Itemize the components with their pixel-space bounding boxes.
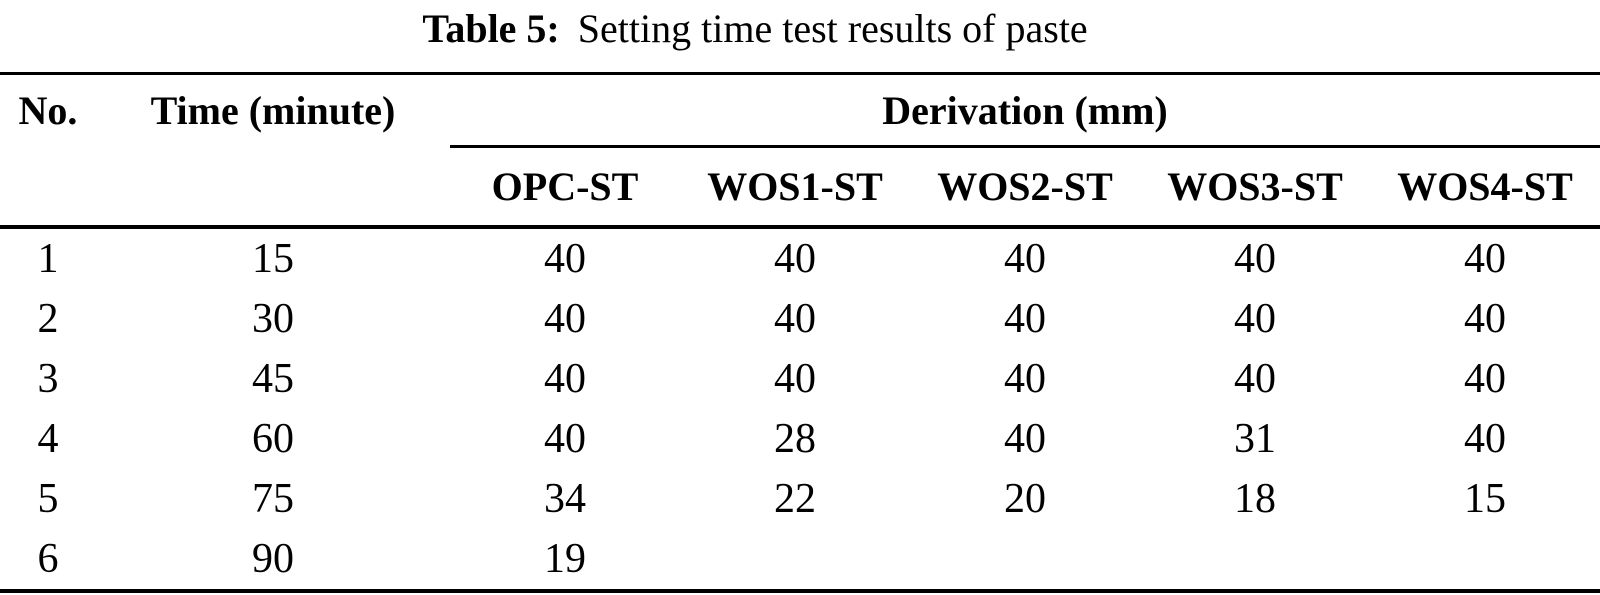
cell-value: 40: [1464, 236, 1506, 282]
header-row-group: No. Time (minute) Derivation (mm): [0, 73, 1600, 148]
cell-value: [910, 529, 1140, 593]
table-caption: Table 5: Setting time test results of pa…: [0, 0, 1600, 72]
table-row: 1 15 40 40 40 40 40: [0, 227, 1600, 289]
cell-value: 40: [774, 296, 816, 342]
cell-value: 40: [1234, 236, 1276, 282]
cell-value: 40: [1004, 416, 1046, 462]
cell-value: 40: [1234, 296, 1276, 342]
cell-time: 30: [252, 296, 294, 342]
subheader-wos1-st: WOS1-ST: [680, 146, 910, 229]
subheader-opc-st: OPC-ST: [450, 146, 680, 229]
cell-value: 34: [544, 476, 586, 522]
cell-value: 40: [1234, 356, 1276, 402]
cell-value: 40: [774, 236, 816, 282]
spacer-cell: [0, 146, 96, 229]
cell-value: 40: [1464, 416, 1506, 462]
cell-no: 6: [0, 529, 96, 593]
cell-no: 2: [37, 296, 59, 342]
cell-value: 20: [1004, 476, 1046, 522]
cell-value: 40: [1464, 296, 1506, 342]
cell-value: 22: [774, 476, 816, 522]
cell-value: 28: [774, 416, 816, 462]
cell-value: 40: [1464, 356, 1506, 402]
cell-value: 40: [1004, 356, 1046, 402]
table-row: 2 30 40 40 40 40 40: [0, 289, 1600, 349]
caption-text: Setting time test results of paste: [577, 6, 1088, 51]
cell-value: 40: [774, 356, 816, 402]
cell-no: 4: [37, 416, 59, 462]
cell-value: [1140, 529, 1370, 593]
cell-value: [680, 529, 910, 593]
cell-time: 45: [252, 356, 294, 402]
header-derivation-group: Derivation (mm): [450, 73, 1600, 148]
subheader-wos3-st: WOS3-ST: [1140, 146, 1370, 229]
header-no: No.: [18, 88, 78, 134]
table-row: 4 60 40 28 40 31 40: [0, 409, 1600, 469]
table-row: 5 75 34 22 20 18 15: [0, 469, 1600, 529]
cell-value: [1370, 529, 1600, 593]
cell-value: 40: [1004, 236, 1046, 282]
table-row: 3 45 40 40 40 40 40: [0, 349, 1600, 409]
cell-time: 15: [252, 236, 294, 282]
cell-time: 60: [252, 416, 294, 462]
caption-label: Table 5:: [422, 6, 560, 51]
cell-value: 40: [544, 356, 586, 402]
cell-no: 3: [37, 356, 59, 402]
header-row-subcolumns: OPC-ST WOS1-ST WOS2-ST WOS3-ST WOS4-ST: [0, 146, 1600, 229]
cell-value: 40: [544, 416, 586, 462]
results-table: No. Time (minute) Derivation (mm) OPC-ST…: [0, 72, 1600, 593]
cell-value: 40: [1004, 296, 1046, 342]
cell-value: 19: [450, 529, 680, 593]
cell-time: 90: [96, 529, 450, 593]
cell-value: 31: [1234, 416, 1276, 462]
cell-no: 5: [37, 476, 59, 522]
header-time: Time (minute): [150, 88, 396, 134]
cell-value: 40: [544, 236, 586, 282]
cell-value: 15: [1464, 476, 1506, 522]
spacer-cell: [96, 146, 450, 229]
subheader-wos4-st: WOS4-ST: [1370, 146, 1600, 229]
cell-time: 75: [252, 476, 294, 522]
cell-value: 40: [544, 296, 586, 342]
table-row: 6 90 19: [0, 529, 1600, 593]
cell-no: 1: [37, 236, 59, 282]
subheader-wos2-st: WOS2-ST: [910, 146, 1140, 229]
cell-value: 18: [1234, 476, 1276, 522]
